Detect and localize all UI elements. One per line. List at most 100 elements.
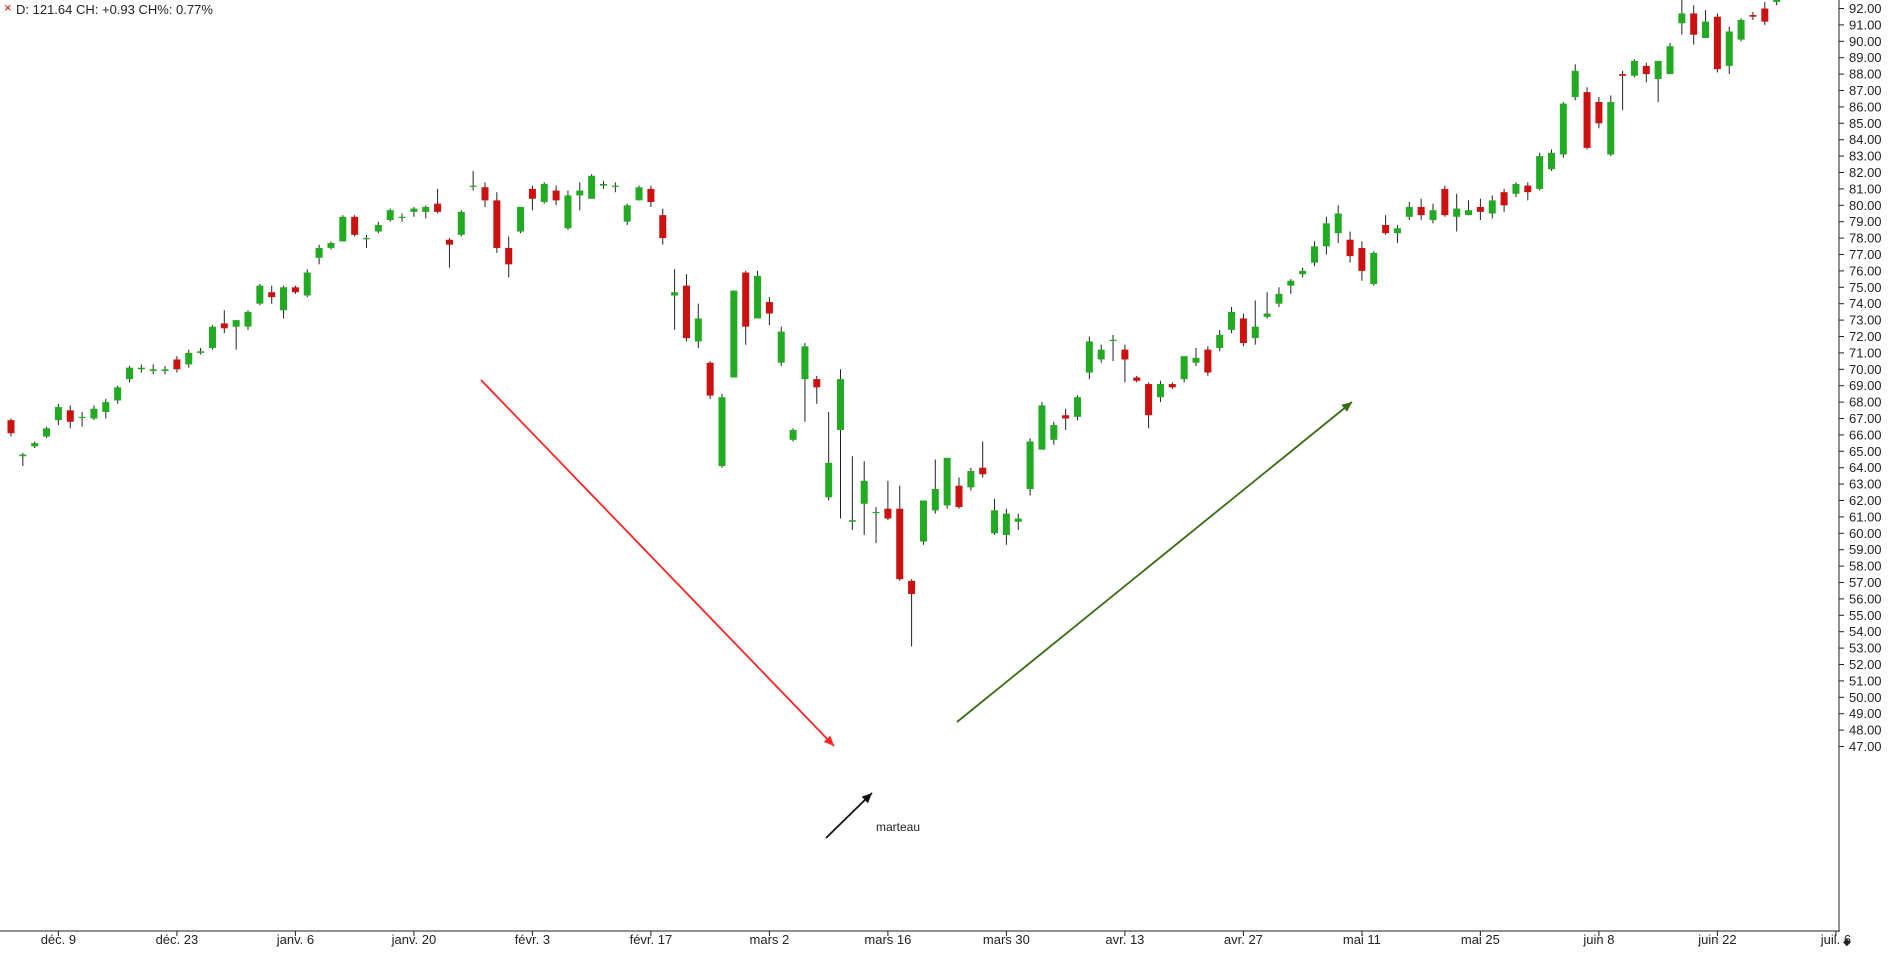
candle xyxy=(1417,198,1425,221)
downtrend-arrow-arrowhead xyxy=(823,735,834,746)
downtrend-arrow-line xyxy=(480,379,835,747)
uptrend-arrow xyxy=(956,401,1353,723)
candle xyxy=(860,461,868,535)
y-tick-label: 85.00 xyxy=(1849,116,1882,131)
candle-body-up xyxy=(114,387,122,401)
candle-body-up xyxy=(1405,206,1413,217)
candle-body-up xyxy=(801,346,809,380)
candle-body-up xyxy=(991,510,999,534)
y-tick-label: 68.00 xyxy=(1849,395,1882,410)
candle xyxy=(1251,300,1259,345)
y-tick-label: 90.00 xyxy=(1849,34,1882,49)
candle xyxy=(256,284,264,306)
candle xyxy=(540,182,548,204)
candle xyxy=(102,398,110,419)
candle-body-up xyxy=(422,206,430,212)
y-tick-label: 62.00 xyxy=(1849,493,1882,508)
candle xyxy=(1002,508,1010,545)
candle-body-down xyxy=(908,580,916,594)
candle xyxy=(1239,313,1247,347)
candle-body-up xyxy=(137,367,145,370)
header-close-glyph[interactable]: × xyxy=(4,0,12,15)
candle-body-down xyxy=(955,485,963,508)
hammer-arrow-arrowhead xyxy=(861,793,872,804)
candle-body-down xyxy=(1524,185,1532,193)
candle xyxy=(706,361,714,399)
candle xyxy=(1026,438,1034,496)
candle-body-up xyxy=(931,489,939,511)
candle xyxy=(1109,334,1117,362)
candle-body-down xyxy=(1133,377,1141,381)
x-tick-label: juil. 6 xyxy=(1820,932,1851,947)
x-tick-label: juin 22 xyxy=(1697,932,1736,947)
candle-body-up xyxy=(1192,357,1200,363)
candle-body-up xyxy=(303,272,311,296)
candle-body-down xyxy=(1583,92,1591,148)
candle-body-down xyxy=(481,187,489,201)
y-tick-label: 74.00 xyxy=(1849,296,1882,311)
candle-body-down xyxy=(1382,224,1390,234)
candle-body-up xyxy=(126,367,133,380)
candle xyxy=(1654,60,1662,102)
candle xyxy=(220,310,228,334)
y-tick-label: 55.00 xyxy=(1849,608,1882,623)
candle xyxy=(884,480,892,521)
candle-body-up xyxy=(161,369,169,371)
candle-body-up xyxy=(185,352,193,365)
candle xyxy=(754,270,762,319)
y-tick-label: 54.00 xyxy=(1849,624,1882,639)
candle xyxy=(825,411,833,501)
candle-body-up xyxy=(256,285,264,304)
candle xyxy=(718,393,726,468)
candle xyxy=(7,418,15,437)
candle-body-up xyxy=(635,187,643,201)
candle-body-up xyxy=(208,326,216,348)
candle xyxy=(208,325,216,350)
candle xyxy=(185,349,193,368)
candle-body-down xyxy=(528,188,536,199)
candle xyxy=(1725,26,1733,75)
candle-body-up xyxy=(31,443,39,447)
candle xyxy=(137,364,145,373)
y-tick-label: 53.00 xyxy=(1849,641,1882,656)
candle-body-up xyxy=(1299,270,1307,275)
y-tick-label: 73.00 xyxy=(1849,313,1882,328)
candle xyxy=(280,285,288,319)
candle xyxy=(848,456,856,531)
candle-body-up xyxy=(1607,101,1615,155)
candle-body-up xyxy=(1251,326,1259,339)
candle-body-up xyxy=(386,210,394,221)
candle-body-up xyxy=(754,275,762,319)
y-tick-label: 51.00 xyxy=(1849,673,1882,688)
candle-body-up xyxy=(232,320,240,327)
x-tick-label: mars 2 xyxy=(750,932,790,947)
candle-body-up xyxy=(280,287,288,311)
candle-body-down xyxy=(979,467,987,475)
candle-body-up xyxy=(244,311,252,327)
x-tick-label: avr. 27 xyxy=(1224,932,1263,947)
candle-body-up xyxy=(1393,228,1401,234)
candle xyxy=(789,428,797,442)
annotation-marteau: marteau xyxy=(876,820,920,834)
candle-body-up xyxy=(825,462,833,498)
candle-body-down xyxy=(505,247,513,265)
x-tick-label: déc. 23 xyxy=(156,932,199,947)
candle-body-up xyxy=(588,175,596,199)
y-tick-label: 57.00 xyxy=(1849,575,1882,590)
candle xyxy=(979,441,987,478)
candle-body-down xyxy=(659,215,667,239)
y-tick-label: 84.00 xyxy=(1849,132,1882,147)
candle xyxy=(1642,62,1650,83)
x-tick-label: mai 25 xyxy=(1461,932,1500,947)
corner-diamond-icon[interactable]: ◆ xyxy=(1843,937,1851,948)
x-axis: déc. 9 déc. 23 janv. 6 janv. 20 févr. 3 févr.… xyxy=(41,931,1851,947)
candle-body-up xyxy=(860,480,868,504)
candle-body-up xyxy=(540,183,548,203)
candle-body-up xyxy=(694,318,702,342)
candle xyxy=(967,467,975,491)
candle xyxy=(1085,336,1093,380)
candle-body-up xyxy=(78,416,86,419)
candle-body-down xyxy=(706,362,714,396)
y-tick-label: 75.00 xyxy=(1849,280,1882,295)
candle-body-down xyxy=(1713,16,1721,70)
